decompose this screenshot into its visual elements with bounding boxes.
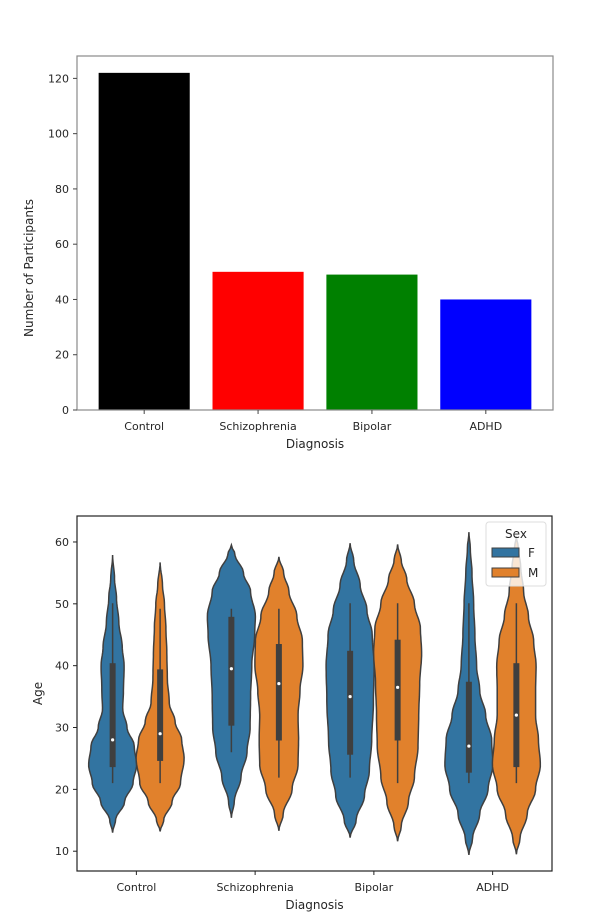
violin-iqr-box [228, 616, 235, 726]
violin-median-dot [111, 738, 115, 742]
violin-f-control [87, 554, 138, 833]
violin-iqr-box [157, 669, 164, 761]
violin-median-dot [467, 744, 471, 748]
y-tick-label: 40 [55, 660, 69, 673]
y-axis-label: Age [31, 682, 45, 705]
violin-median-dot [396, 685, 400, 689]
axes-frame [76, 515, 553, 872]
y-tick-label: 20 [55, 349, 69, 362]
y-tick-label: 40 [55, 293, 69, 306]
violin-f-bipolar [325, 543, 375, 838]
y-tick-label: 80 [55, 183, 69, 196]
y-tick-label: 60 [55, 536, 69, 549]
x-tick-label: ADHD [469, 420, 502, 433]
violin-median-dot [277, 682, 281, 686]
violin-m-bipolar [372, 544, 423, 842]
violin-f-schizophrenia [206, 542, 257, 818]
y-tick-label: 30 [55, 722, 69, 735]
bar-bipolar [326, 274, 418, 410]
violin-median-dot [514, 713, 518, 717]
x-tick-label: ADHD [476, 881, 509, 894]
violin-f-adhd [444, 532, 494, 856]
legend-title: Sex [505, 527, 527, 541]
violin-iqr-box [394, 639, 401, 741]
y-tick-label: 20 [55, 783, 69, 796]
y-tick-label: 10 [55, 845, 69, 858]
y-tick-label: 0 [62, 404, 69, 417]
x-tick-label: Bipolar [355, 881, 394, 894]
violin-median-dot [229, 667, 233, 671]
violin-iqr-box [465, 681, 472, 773]
violin-m-control [135, 562, 185, 832]
x-tick-label: Control [124, 420, 164, 433]
violin-m-schizophrenia [254, 556, 304, 831]
axes-frame [76, 55, 554, 411]
legend-swatch-m [491, 567, 520, 578]
x-tick-label: Schizophrenia [216, 881, 293, 894]
bar-adhd [440, 299, 532, 410]
legend-swatch-f [491, 547, 520, 558]
bar-chart: 0 20 40 60 80 100 120 Control Schizophrenia Bipol… [22, 55, 554, 451]
x-tick-label: Schizophrenia [219, 420, 296, 433]
violin-median-dot [158, 732, 162, 736]
legend-label-m: M [528, 566, 538, 580]
x-tick-label: Control [116, 881, 156, 894]
y-axis-label: Number of Participants [22, 199, 36, 337]
x-axis-label: Diagnosis [286, 437, 344, 451]
bar-schizophrenia [212, 271, 304, 410]
x-axis-label: Diagnosis [285, 898, 343, 912]
violin-iqr-box [109, 663, 116, 768]
legend-label-f: F [528, 546, 535, 560]
violin-iqr-box [275, 644, 282, 741]
y-tick-label: 120 [48, 72, 69, 85]
x-tick-label: Bipolar [353, 420, 392, 433]
violin-median-dot [348, 694, 352, 699]
violin-iqr-box [347, 650, 354, 755]
y-tick-label: 100 [48, 128, 69, 141]
y-tick-label: 60 [55, 238, 69, 251]
violin-chart: 10 20 30 40 50 60 Control Schizophrenia Bipolar A… [31, 515, 553, 912]
bar-control [98, 72, 190, 410]
y-tick-label: 50 [55, 598, 69, 611]
